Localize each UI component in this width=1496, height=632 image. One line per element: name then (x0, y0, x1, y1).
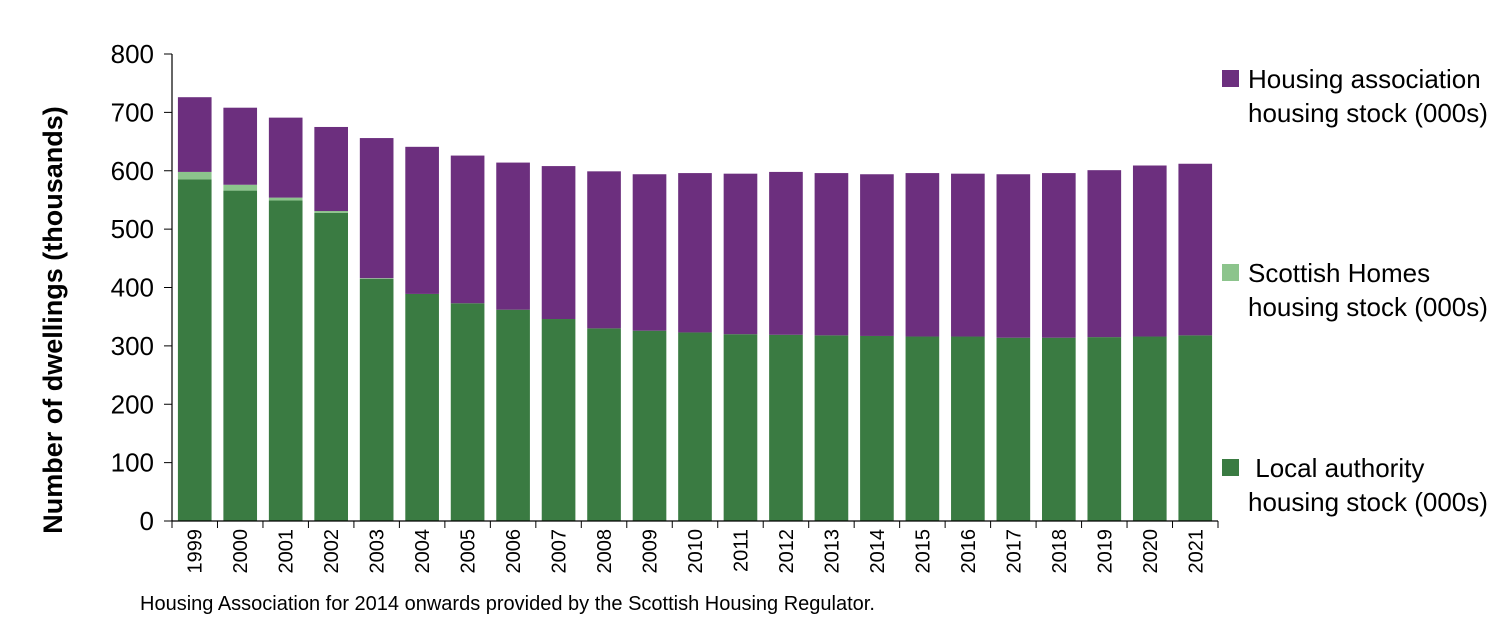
bar-local-authority-housing-stock-000s-2002 (314, 212, 348, 521)
bar-housing-association-housing-stock-000s-2017 (996, 174, 1031, 338)
x-tick-label-2019: 2019 (1094, 529, 1116, 574)
x-tick-label-2002: 2002 (321, 529, 343, 574)
bar-local-authority-housing-stock-000s-2004 (405, 293, 439, 521)
bar-scottish-homes-housing-stock-000s-1999 (177, 171, 212, 180)
bar-housing-association-housing-stock-000s-2005 (450, 155, 485, 304)
bar-housing-association-housing-stock-000s-2002 (314, 126, 348, 212)
x-tick-label-2004: 2004 (412, 529, 434, 574)
x-tick-label-2011: 2011 (730, 529, 752, 572)
bar-housing-association-housing-stock-000s-2007 (541, 166, 576, 320)
y-tick-label-700: 700 (111, 97, 154, 127)
bar-local-authority-housing-stock-000s-2003 (359, 278, 394, 521)
bar-housing-association-housing-stock-000s-2021 (1178, 163, 1213, 336)
bar-local-authority-housing-stock-000s-2005 (450, 303, 485, 521)
bar-local-authority-housing-stock-000s-2019 (1087, 337, 1122, 521)
bar-local-authority-housing-stock-000s-2013 (814, 335, 849, 521)
bar-housing-association-housing-stock-000s-2020 (1132, 165, 1167, 337)
y-tick-label-300: 300 (111, 331, 154, 361)
x-tick-label-2006: 2006 (503, 529, 525, 574)
x-tick-label-2009: 2009 (640, 529, 662, 574)
bar-housing-association-housing-stock-000s-1999 (177, 97, 212, 172)
legend-label-scottish-homes: Scottish Homes housing stock (000s) (1248, 258, 1488, 322)
bar-local-authority-housing-stock-000s-2000 (223, 190, 258, 521)
x-tick-label-2016: 2016 (958, 529, 980, 574)
bar-local-authority-housing-stock-000s-2018 (1042, 337, 1076, 521)
bar-housing-association-housing-stock-000s-2001 (268, 117, 303, 198)
bar-local-authority-housing-stock-000s-2012 (769, 334, 803, 521)
bar-local-authority-housing-stock-000s-2010 (678, 332, 712, 521)
legend: Housing association housing stock (000s)… (1222, 0, 1496, 600)
x-tick-label-2017: 2017 (1003, 529, 1025, 574)
bar-local-authority-housing-stock-000s-2009 (632, 330, 667, 521)
x-tick-label-2012: 2012 (776, 529, 798, 574)
x-tick-label-2003: 2003 (367, 529, 389, 574)
y-tick-label-800: 800 (111, 39, 154, 69)
x-tick-label-2013: 2013 (821, 529, 843, 574)
x-tick-label-2018: 2018 (1049, 529, 1071, 574)
x-tick-label-2008: 2008 (594, 529, 616, 574)
bar-local-authority-housing-stock-000s-1999 (177, 179, 212, 521)
y-tick-label-400: 400 (111, 273, 154, 303)
bar-housing-association-housing-stock-000s-2006 (496, 162, 530, 310)
bar-local-authority-housing-stock-000s-2015 (905, 336, 940, 521)
bar-housing-association-housing-stock-000s-2010 (678, 173, 712, 333)
bar-housing-association-housing-stock-000s-2003 (359, 138, 394, 279)
y-tick-label-500: 500 (111, 214, 154, 244)
bar-local-authority-housing-stock-000s-2007 (541, 319, 576, 521)
x-tick-label-2020: 2020 (1140, 529, 1162, 574)
bar-housing-association-housing-stock-000s-2015 (905, 173, 940, 337)
x-tick-label-2021: 2021 (1185, 529, 1207, 574)
x-tick-label-2014: 2014 (867, 529, 889, 574)
bar-local-authority-housing-stock-000s-2001 (268, 200, 303, 521)
y-tick-label-100: 100 (111, 448, 154, 478)
bar-housing-association-housing-stock-000s-2014 (860, 174, 894, 336)
x-tick-label-1999: 1999 (185, 529, 207, 574)
bar-scottish-homes-housing-stock-000s-2001 (268, 197, 303, 201)
bar-local-authority-housing-stock-000s-2020 (1132, 336, 1167, 521)
footnote: Housing Association for 2014 onwards pro… (140, 593, 875, 615)
bar-housing-association-housing-stock-000s-2013 (814, 173, 849, 336)
legend-swatch-local-authority (1222, 459, 1239, 476)
bar-housing-association-housing-stock-000s-2009 (632, 174, 667, 331)
bar-housing-association-housing-stock-000s-2008 (587, 171, 621, 329)
bar-local-authority-housing-stock-000s-2017 (996, 337, 1031, 521)
legend-swatch-housing-association (1222, 70, 1239, 87)
x-tick-label-2001: 2001 (276, 529, 298, 574)
bar-housing-association-housing-stock-000s-2011 (723, 173, 758, 335)
x-tick-label-2005: 2005 (458, 529, 480, 574)
y-tick-label-200: 200 (111, 389, 154, 419)
legend-label-housing-association: Housing association housing stock (000s) (1248, 64, 1488, 128)
x-tick-label-2010: 2010 (685, 529, 707, 574)
bar-local-authority-housing-stock-000s-2014 (860, 335, 894, 521)
bar-housing-association-housing-stock-000s-2019 (1087, 170, 1122, 338)
bars-group (177, 97, 1213, 521)
bar-local-authority-housing-stock-000s-2008 (587, 328, 621, 521)
bar-housing-association-housing-stock-000s-2016 (951, 173, 985, 337)
bar-local-authority-housing-stock-000s-2021 (1178, 335, 1213, 521)
x-tick-label-2000: 2000 (230, 529, 252, 574)
y-tick-label-600: 600 (111, 156, 154, 186)
x-tick-label-2007: 2007 (549, 529, 571, 574)
y-tick-label-0: 0 (140, 506, 154, 536)
bar-scottish-homes-housing-stock-000s-2003 (359, 278, 394, 279)
bar-housing-association-housing-stock-000s-2004 (405, 146, 439, 294)
bar-local-authority-housing-stock-000s-2011 (723, 334, 758, 521)
axes-group: 1999 2000 2001 2002 2003 2004 2005 2006 2007 2008… (111, 39, 1219, 574)
bar-scottish-homes-housing-stock-000s-2002 (314, 211, 348, 213)
x-tick-label-2015: 2015 (912, 529, 934, 574)
legend-swatch-scottish-homes (1222, 264, 1239, 281)
legend-label-local-authority: Local authority housing stock (000s) (1248, 453, 1488, 517)
bar-housing-association-housing-stock-000s-2000 (223, 107, 258, 185)
bar-housing-association-housing-stock-000s-2012 (769, 171, 803, 335)
bar-local-authority-housing-stock-000s-2016 (951, 336, 985, 521)
bar-local-authority-housing-stock-000s-2006 (496, 309, 530, 521)
bar-scottish-homes-housing-stock-000s-2000 (223, 184, 258, 191)
bar-housing-association-housing-stock-000s-2018 (1042, 173, 1076, 338)
y-axis-label: Number of dwellings (thousands) (38, 106, 68, 534)
